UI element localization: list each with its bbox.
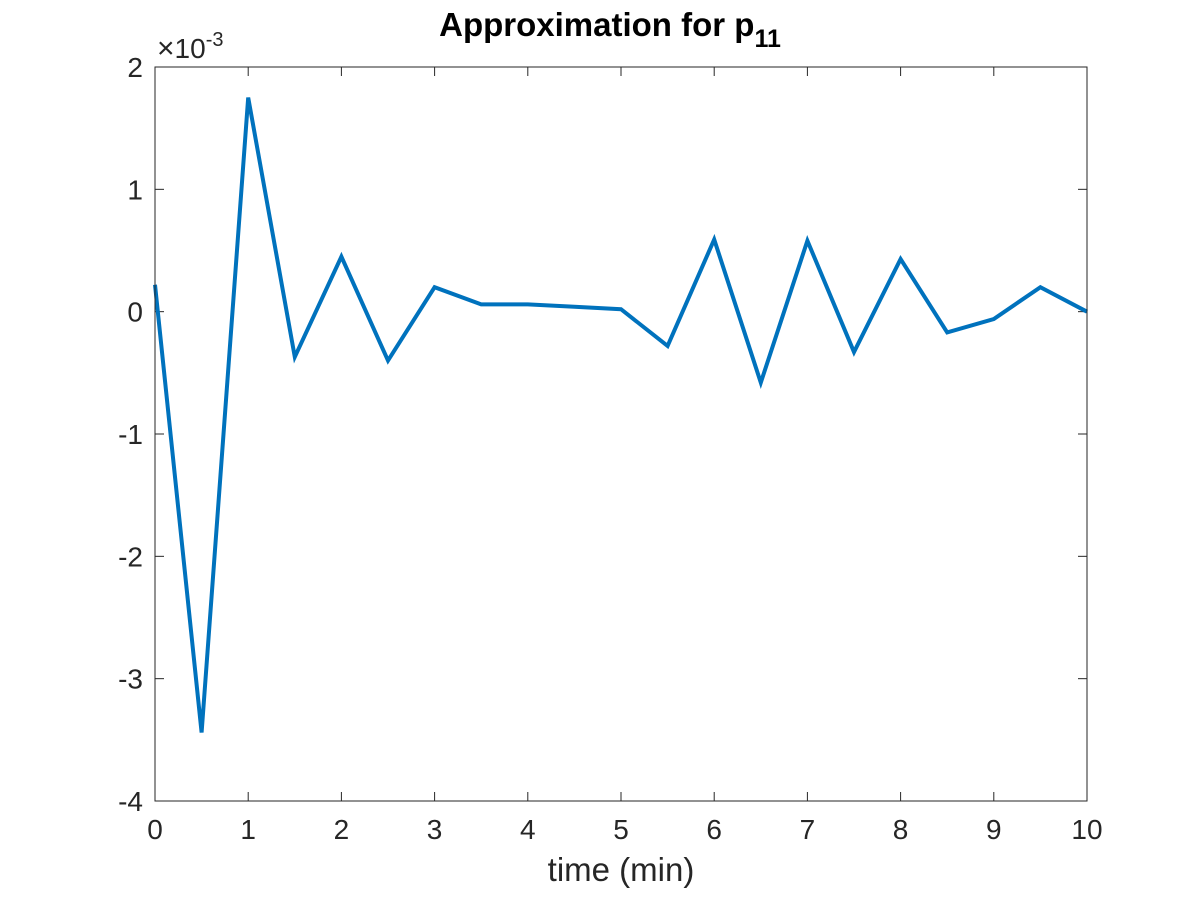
y-axis-exponent: ×10-3 <box>157 29 223 65</box>
series-layer <box>153 97 1088 733</box>
y-tick-label: -4 <box>118 786 143 817</box>
y-tick-label: 2 <box>127 52 143 83</box>
series-point <box>341 256 342 257</box>
series-point <box>1040 287 1041 288</box>
series-point <box>947 332 948 333</box>
series-point <box>527 304 528 305</box>
chart-title-main: Approximation for p <box>439 6 754 43</box>
x-tick-label: 3 <box>427 814 443 845</box>
x-tick-label: 0 <box>147 814 163 845</box>
x-tick-label: 8 <box>893 814 909 845</box>
x-tick-label: 4 <box>520 814 536 845</box>
series-point <box>294 356 295 357</box>
series-point <box>900 259 901 260</box>
series-point <box>854 352 855 353</box>
series-point <box>481 304 482 305</box>
series-point <box>993 319 994 320</box>
series-point <box>807 240 808 241</box>
series-point <box>201 732 202 733</box>
series-point <box>760 382 761 383</box>
x-tick-label: 6 <box>706 814 722 845</box>
series-point <box>434 287 435 288</box>
chart-title-subscript: 11 <box>754 25 781 53</box>
series-point <box>621 309 622 310</box>
series-point <box>248 97 249 98</box>
y-tick-label: 0 <box>127 297 143 328</box>
series-line <box>153 97 1088 733</box>
series-point <box>388 360 389 361</box>
series-point <box>667 345 668 346</box>
x-axis-label: time (min) <box>548 851 695 888</box>
x-tick-label: 1 <box>240 814 256 845</box>
series-point <box>714 239 715 240</box>
x-tick-label: 2 <box>334 814 350 845</box>
x-tick-label: 7 <box>800 814 816 845</box>
exponent-base: 10 <box>175 33 206 64</box>
series-point <box>574 306 575 307</box>
x-tick-label: 9 <box>986 814 1002 845</box>
x-tick-label: 5 <box>613 814 629 845</box>
y-tick-label: 1 <box>127 174 143 205</box>
y-tick-label: -3 <box>118 664 143 695</box>
exponent-times: × <box>157 32 175 65</box>
plot-area <box>155 67 1087 801</box>
exponent-power: -3 <box>206 29 224 51</box>
axes-box <box>154 66 1088 802</box>
y-tick-label: -1 <box>118 419 143 450</box>
chart-title: Approximation for p11 <box>439 6 781 53</box>
x-tick-label: 10 <box>1071 814 1102 845</box>
y-tick-label: -2 <box>118 541 143 572</box>
